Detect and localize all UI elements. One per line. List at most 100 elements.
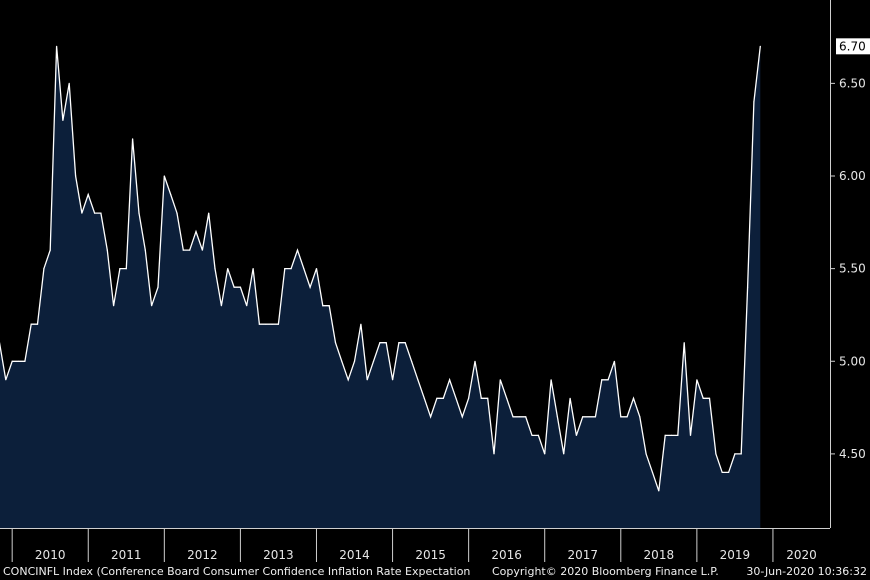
- data-point: [430, 416, 432, 418]
- data-point: [220, 305, 222, 307]
- data-point: [176, 212, 178, 214]
- data-point: [461, 416, 463, 418]
- data-point: [734, 453, 736, 455]
- data-point: [550, 379, 552, 381]
- data-point: [303, 268, 305, 270]
- data-point: [658, 490, 660, 492]
- data-point: [290, 268, 292, 270]
- data-point: [56, 45, 58, 47]
- data-point: [512, 416, 514, 418]
- data-point: [715, 453, 717, 455]
- data-point: [525, 416, 527, 418]
- data-point: [493, 453, 495, 455]
- data-point: [411, 360, 413, 362]
- data-point: [632, 397, 635, 399]
- data-point: [607, 379, 609, 381]
- data-point: [195, 231, 197, 233]
- data-point: [499, 379, 501, 381]
- data-point: [689, 434, 692, 436]
- data-point: [696, 379, 698, 381]
- data-point: [353, 360, 356, 362]
- x-tick-label: 2020: [786, 548, 817, 562]
- data-point: [708, 397, 711, 399]
- data-point: [575, 434, 578, 436]
- data-point: [214, 268, 216, 270]
- x-tick-label: 2015: [415, 548, 446, 562]
- data-point: [113, 305, 115, 307]
- data-point: [620, 416, 622, 418]
- data-point: [677, 434, 679, 436]
- data-point: [239, 286, 241, 288]
- y-tick-label: 5.00: [839, 354, 866, 368]
- data-point: [144, 249, 146, 251]
- data-point: [43, 268, 45, 270]
- timestamp-text: 30-Jun-2020 10:36:32: [746, 565, 867, 578]
- data-point: [296, 249, 299, 251]
- data-point: [258, 323, 260, 325]
- y-tick-label: 6.50: [839, 76, 866, 90]
- data-point: [664, 434, 666, 436]
- data-point: [556, 416, 559, 418]
- x-tick-label: 2012: [187, 548, 218, 562]
- data-point: [17, 360, 20, 362]
- x-tick-label: 2019: [720, 548, 751, 562]
- data-point: [315, 268, 318, 270]
- data-point: [468, 397, 470, 399]
- data-point: [626, 416, 628, 418]
- data-point: [277, 323, 279, 325]
- data-point: [379, 342, 381, 344]
- last-value-box: [836, 38, 870, 55]
- data-point: [442, 397, 444, 399]
- data-point: [100, 212, 102, 214]
- data-point: [392, 379, 394, 381]
- data-point: [582, 416, 584, 418]
- y-tick-label: 5.50: [839, 262, 866, 276]
- data-point: [87, 193, 89, 196]
- plot-area: [0, 45, 761, 528]
- data-point: [683, 342, 685, 344]
- data-point: [740, 453, 742, 455]
- data-point: [544, 453, 546, 455]
- data-point: [747, 286, 749, 288]
- data-point: [227, 268, 229, 270]
- y-tick-label: 4.50: [839, 447, 866, 461]
- data-point: [62, 119, 64, 121]
- data-point: [759, 45, 761, 47]
- data-point: [728, 471, 730, 473]
- data-point: [246, 305, 248, 307]
- data-point: [487, 397, 489, 399]
- data-point: [506, 397, 508, 399]
- data-point: [670, 434, 673, 436]
- data-point: [417, 379, 419, 381]
- source-text: CONCINFL Index (Conference Board Consume…: [3, 565, 471, 578]
- data-point: [455, 397, 457, 399]
- x-tick-label: 2017: [567, 548, 598, 562]
- data-point: [75, 175, 77, 177]
- footer-bar: CONCINFL Index (Conference Board Consume…: [0, 563, 870, 580]
- data-point: [233, 286, 235, 288]
- data-point: [157, 286, 159, 288]
- data-point: [360, 323, 362, 325]
- data-point: [645, 453, 647, 455]
- data-point: [639, 416, 641, 418]
- data-point: [81, 212, 83, 214]
- x-axis: 2010 2011 2012 2013 2014 2015 2016 2017 2018 2019…: [0, 528, 830, 562]
- x-tick-label: 2010: [35, 548, 66, 562]
- y-tick-label: 6.00: [839, 169, 866, 183]
- data-point: [753, 101, 755, 103]
- data-point: [347, 379, 349, 381]
- data-point: [480, 397, 482, 399]
- data-point: [265, 323, 267, 325]
- data-point: [537, 434, 540, 436]
- data-point: [284, 268, 286, 270]
- x-tick-label: 2014: [339, 548, 370, 562]
- y-axis: 4.50 5.00 5.50 6.00 6.50: [830, 0, 866, 528]
- data-point: [119, 268, 121, 270]
- data-point: [404, 342, 406, 344]
- data-point: [132, 138, 134, 140]
- data-point: [309, 286, 311, 288]
- data-point: [151, 305, 153, 307]
- data-point: [601, 379, 603, 381]
- data-point: [366, 379, 368, 381]
